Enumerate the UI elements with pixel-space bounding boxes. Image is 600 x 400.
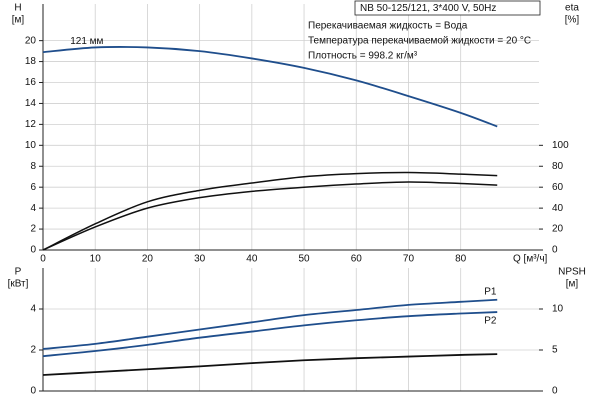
y-tick-label: 14 [25, 98, 37, 109]
y-tick-label: 10 [25, 140, 37, 151]
y2-tick-label: 20 [552, 224, 564, 235]
series-line [42, 181, 498, 251]
y-axis-label: P [15, 267, 22, 278]
x-tick-label: 30 [194, 254, 206, 265]
y-axis-label: H [14, 3, 21, 14]
series-label: P1 [484, 286, 497, 297]
y2-tick-label: 0 [552, 386, 558, 397]
y-tick-label: 8 [30, 161, 36, 172]
y-axis-unit: [м] [12, 15, 25, 26]
series-line [42, 298, 498, 350]
y-tick-label: 16 [25, 77, 37, 88]
annotation: Плотность = 998.2 кг/м³ [308, 51, 418, 62]
series-line [42, 311, 498, 358]
y2-tick-label: 100 [552, 140, 569, 151]
y-axis-unit: [кВт] [8, 279, 29, 290]
y-tick-label: 18 [25, 56, 37, 67]
y-tick-label: 2 [30, 345, 36, 356]
series-line [42, 46, 498, 128]
x-tick-label: 70 [403, 254, 415, 265]
y-tick-label: 2 [30, 224, 36, 235]
y2-tick-label: 80 [552, 161, 564, 172]
x-tick-label: 20 [142, 254, 154, 265]
series-label: P2 [484, 316, 497, 327]
y2-tick-label: 10 [552, 304, 564, 315]
y2-tick-label: 5 [552, 345, 558, 356]
y2-tick-label: 60 [552, 182, 564, 193]
y-tick-label: 12 [25, 119, 37, 130]
y-tick-label: 6 [30, 182, 36, 193]
y-tick-label: 4 [30, 203, 36, 214]
chart-title: NB 50-125/121, 3*400 V, 50Hz [360, 3, 496, 14]
annotation: Перекачиваемая жидкость = Вода [308, 21, 468, 32]
annotation: Температура перекачиваемой жидкости = 20… [308, 36, 531, 47]
y2-axis-label: NPSH [558, 267, 586, 278]
y-tick-label: 0 [30, 245, 36, 256]
title-box [354, 0, 541, 16]
y2-axis-label: eta [565, 3, 579, 14]
y2-axis-unit: [%] [565, 15, 580, 26]
x-tick-label: 60 [351, 254, 363, 265]
series-line [42, 171, 498, 251]
x-tick-label: 80 [455, 254, 467, 265]
x-tick-label: 40 [246, 254, 258, 265]
x-tick-label: 0 [40, 254, 46, 265]
y-tick-label: 0 [30, 386, 36, 397]
y2-tick-label: 40 [552, 203, 564, 214]
x-axis-label: Q [м³/ч] [513, 254, 548, 265]
y-tick-label: 4 [30, 304, 36, 315]
series-line [42, 353, 498, 376]
y2-tick-label: 0 [552, 245, 558, 256]
y2-axis-unit: [м] [566, 279, 579, 290]
x-tick-label: 10 [90, 254, 102, 265]
x-tick-label: 50 [298, 254, 310, 265]
series-label: 121 мм [70, 36, 103, 47]
y-tick-label: 20 [25, 35, 37, 46]
